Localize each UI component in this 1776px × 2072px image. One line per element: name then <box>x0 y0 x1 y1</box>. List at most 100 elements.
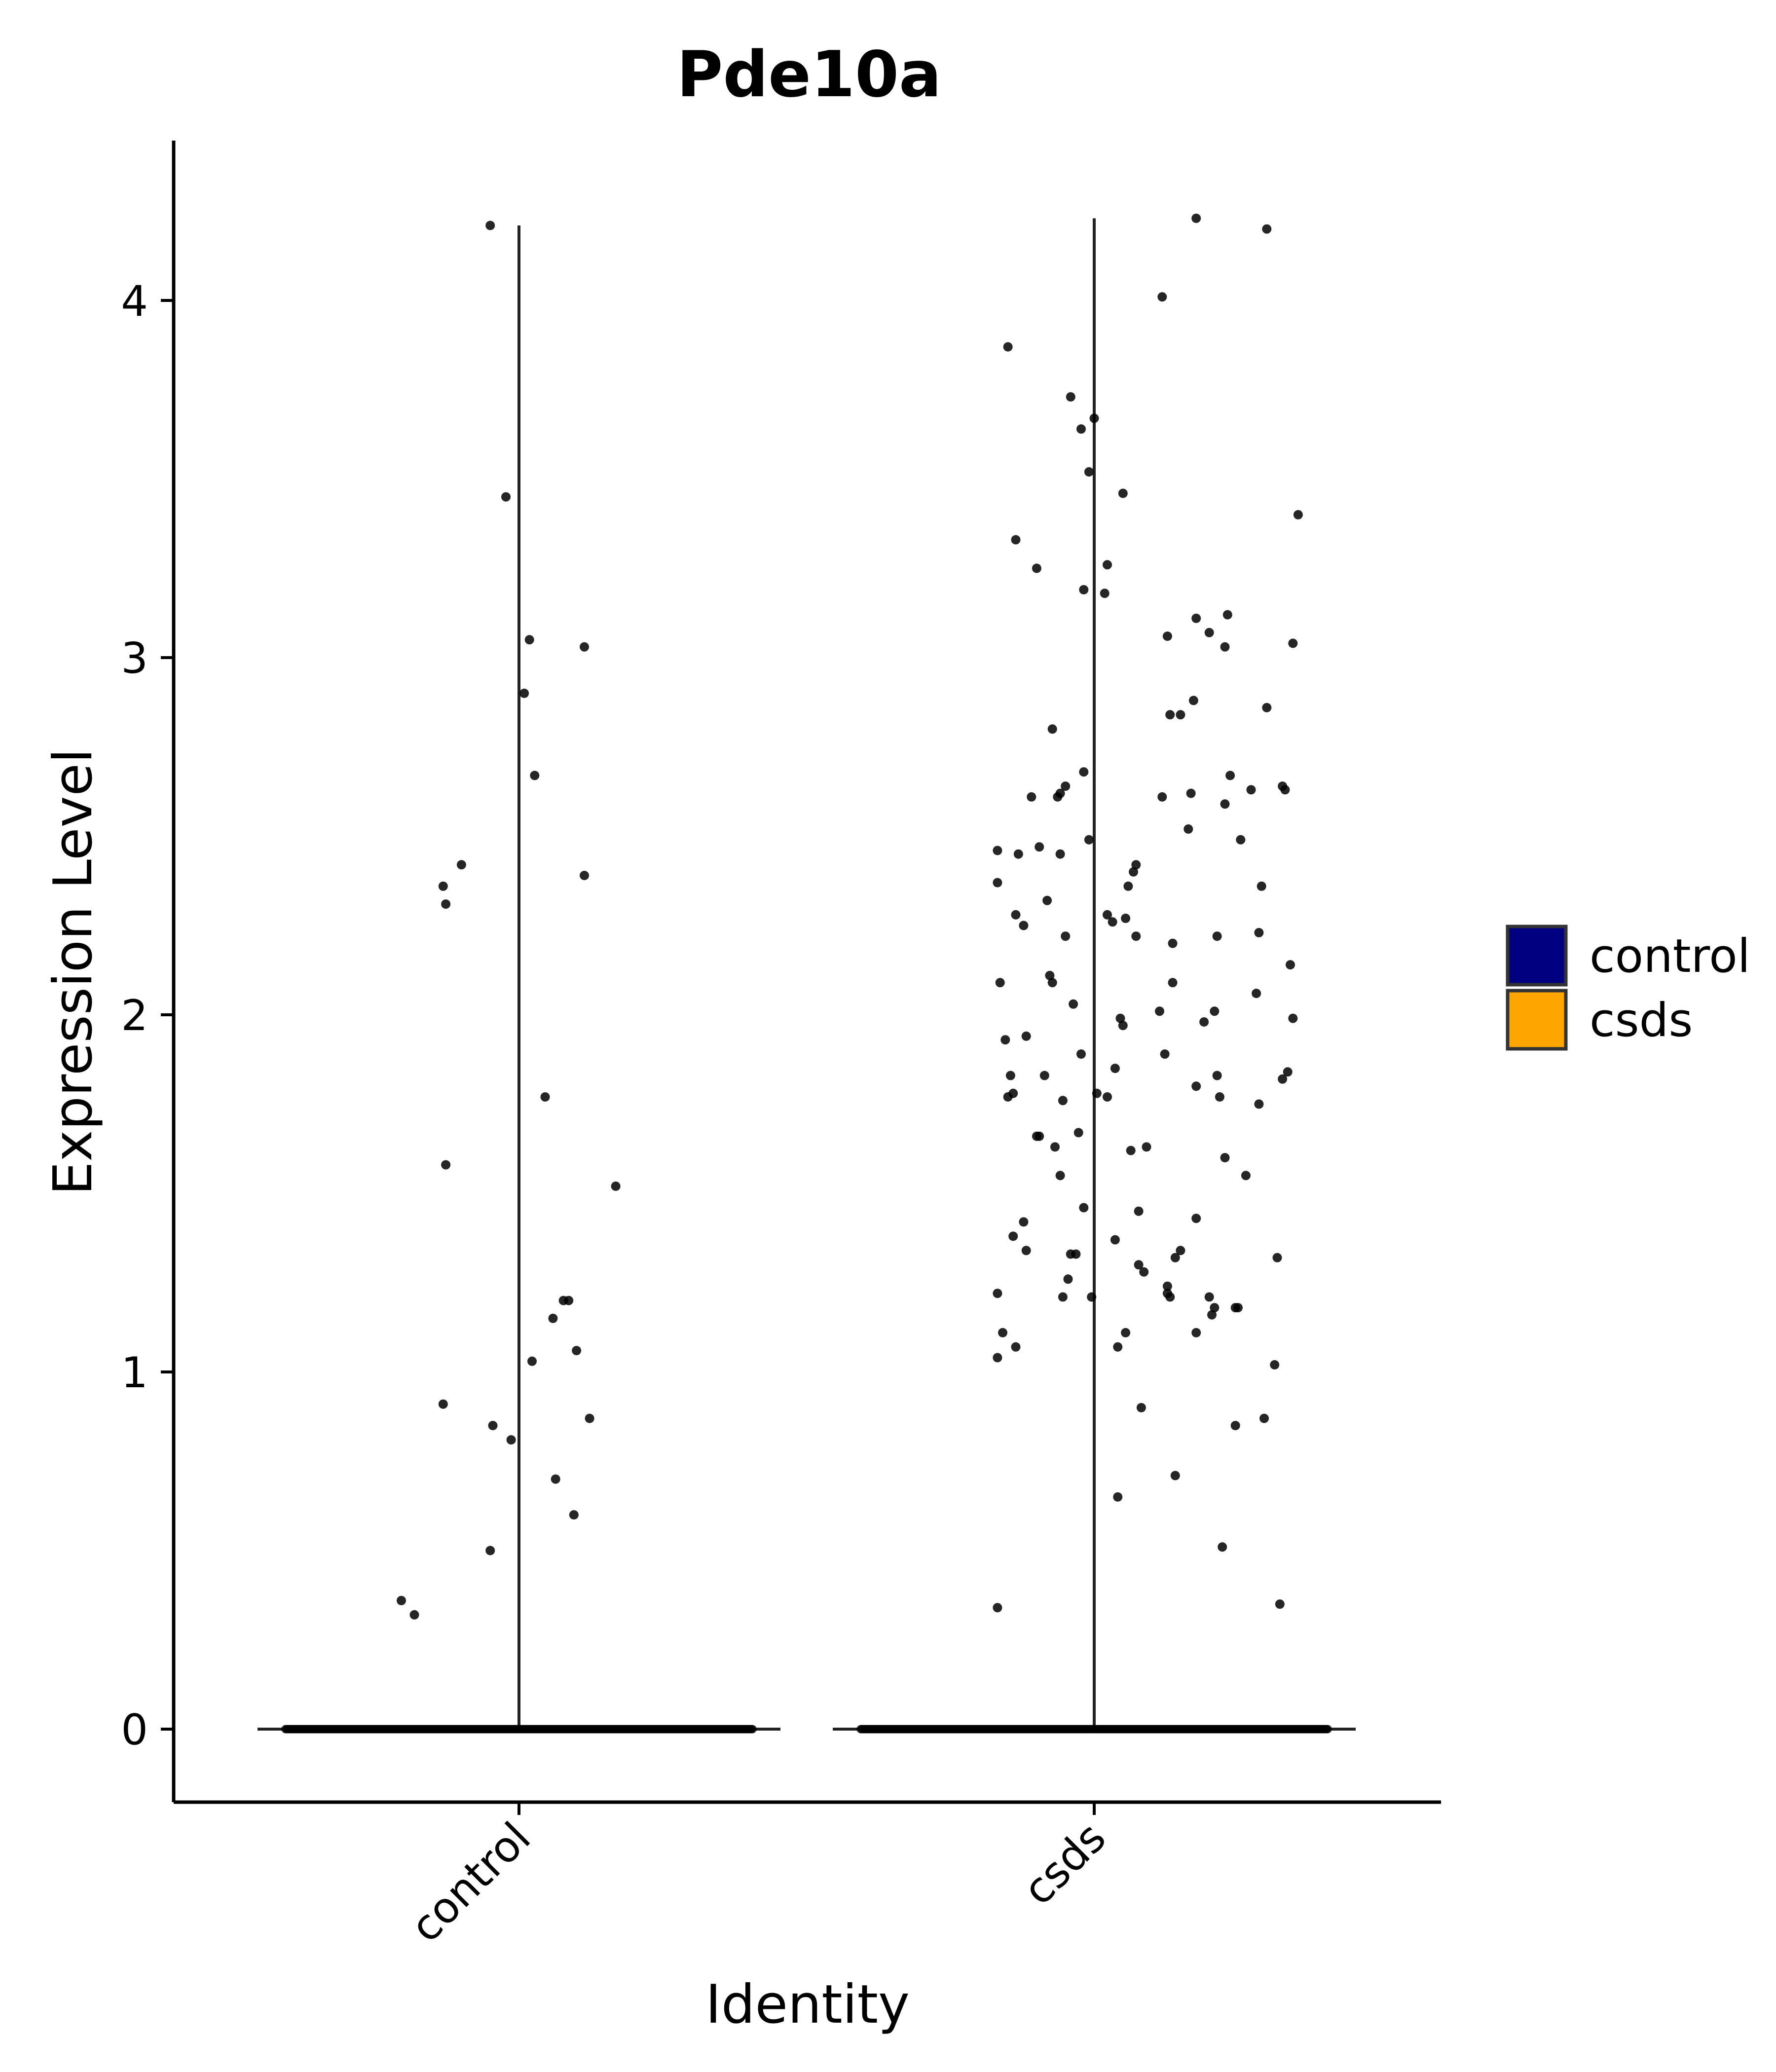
data-point-control <box>488 1421 498 1431</box>
data-point-csds <box>1283 1067 1293 1077</box>
data-point-csds <box>1100 589 1110 598</box>
data-point-csds <box>1061 781 1071 791</box>
data-point-csds <box>1110 1064 1120 1073</box>
data-point-csds <box>1288 1013 1298 1023</box>
data-point-csds <box>1212 931 1222 941</box>
data-point-csds <box>1011 535 1021 545</box>
data-point-csds <box>1087 1292 1097 1302</box>
data-point-csds <box>1220 799 1230 809</box>
data-point-csds <box>1225 771 1235 780</box>
data-point-control <box>441 1160 451 1170</box>
data-point-csds <box>1079 1203 1089 1213</box>
data-point-csds <box>1170 1253 1180 1262</box>
legend-swatch-control <box>1506 925 1568 987</box>
data-point-csds <box>1103 910 1112 920</box>
data-point-csds <box>1121 914 1131 923</box>
data-point-csds <box>1252 989 1261 999</box>
data-point-csds <box>1280 785 1290 795</box>
data-point-csds <box>1005 1071 1015 1080</box>
data-point-csds <box>1134 1260 1144 1270</box>
data-point-csds <box>1160 1049 1170 1059</box>
data-point-control <box>569 1510 579 1520</box>
data-point-control <box>524 635 534 645</box>
data-point-control <box>551 1474 560 1484</box>
data-point-csds <box>1019 921 1029 930</box>
data-point-csds <box>1071 1249 1081 1259</box>
data-point-csds <box>1230 1421 1240 1431</box>
data-point-control <box>456 860 466 870</box>
data-point-csds <box>1011 910 1021 920</box>
legend-swatch-csds <box>1506 989 1568 1051</box>
data-point-csds <box>1058 1292 1068 1302</box>
data-point-csds <box>1039 1071 1049 1080</box>
y-tick-label: 4 <box>121 277 148 326</box>
data-point-csds <box>1186 788 1196 798</box>
data-point-csds <box>1110 1235 1120 1245</box>
data-point-csds <box>1184 824 1193 834</box>
zero-points-group <box>281 1725 1332 1734</box>
data-point-control <box>572 1346 582 1356</box>
data-point-csds <box>1131 931 1141 941</box>
data-point-csds <box>1157 792 1167 802</box>
legend-label-csds: csds <box>1590 994 1693 1047</box>
data-point-csds <box>998 1328 1007 1337</box>
data-point-csds <box>1199 1017 1209 1027</box>
data-point-csds <box>1021 1246 1031 1256</box>
data-point-csds <box>1076 1049 1086 1059</box>
data-point-csds <box>1118 488 1128 498</box>
data-point-csds <box>1168 938 1178 948</box>
data-point-control <box>485 1546 495 1555</box>
legend-label-control: control <box>1590 929 1750 983</box>
y-tick-label: 2 <box>121 991 148 1040</box>
data-point-csds <box>995 978 1005 988</box>
data-point-csds <box>1045 970 1055 980</box>
data-point-control <box>580 642 589 652</box>
data-point-csds <box>1220 642 1230 652</box>
data-point-control <box>409 1610 419 1620</box>
jitter-points-group <box>397 214 1303 1620</box>
data-point-csds <box>1042 895 1052 905</box>
data-point-csds <box>1262 224 1272 234</box>
data-point-csds <box>1241 1171 1251 1181</box>
data-point-csds <box>1191 214 1201 223</box>
data-point-csds <box>1008 1231 1018 1241</box>
data-point-control <box>485 221 495 230</box>
data-point-csds <box>1069 999 1078 1009</box>
data-point-csds <box>1188 696 1198 705</box>
data-point-csds <box>1278 1074 1288 1084</box>
data-point-control <box>585 1413 594 1423</box>
data-point-csds <box>1176 1246 1185 1256</box>
data-point-csds <box>1212 1071 1222 1080</box>
data-point-control <box>519 688 529 698</box>
data-point-csds <box>1272 1253 1282 1262</box>
data-point-csds <box>1113 1342 1123 1352</box>
data-point-csds <box>1000 1035 1010 1045</box>
data-point-csds <box>1136 1403 1146 1412</box>
data-point-control <box>580 871 589 881</box>
data-point-csds <box>1170 1471 1180 1480</box>
data-point-csds <box>1123 881 1133 891</box>
data-point-csds <box>1008 1088 1018 1098</box>
data-point-csds <box>1142 1142 1151 1152</box>
data-point-csds <box>1092 1088 1102 1098</box>
data-point-csds <box>1021 1031 1031 1041</box>
data-point-csds <box>1084 467 1094 477</box>
y-tick-label: 3 <box>121 634 148 683</box>
y-tick-label: 0 <box>121 1705 148 1755</box>
data-point-csds <box>1139 1267 1149 1277</box>
data-point-csds <box>1131 860 1141 870</box>
data-point-csds <box>1079 585 1089 594</box>
data-point-csds <box>1246 785 1256 795</box>
data-point-csds <box>1191 1328 1201 1337</box>
chart-title: Pde10a <box>677 38 942 111</box>
data-point-csds <box>1218 1542 1227 1552</box>
data-point-csds <box>1254 1099 1264 1109</box>
data-point-csds <box>1076 424 1086 434</box>
data-point-csds <box>1207 1310 1217 1320</box>
data-point-csds <box>1073 1128 1083 1138</box>
zero-point-csds <box>1323 1725 1332 1734</box>
data-point-control <box>438 881 448 891</box>
data-point-csds <box>1262 703 1272 712</box>
data-point-csds <box>1257 881 1266 891</box>
data-point-csds <box>993 878 1002 888</box>
